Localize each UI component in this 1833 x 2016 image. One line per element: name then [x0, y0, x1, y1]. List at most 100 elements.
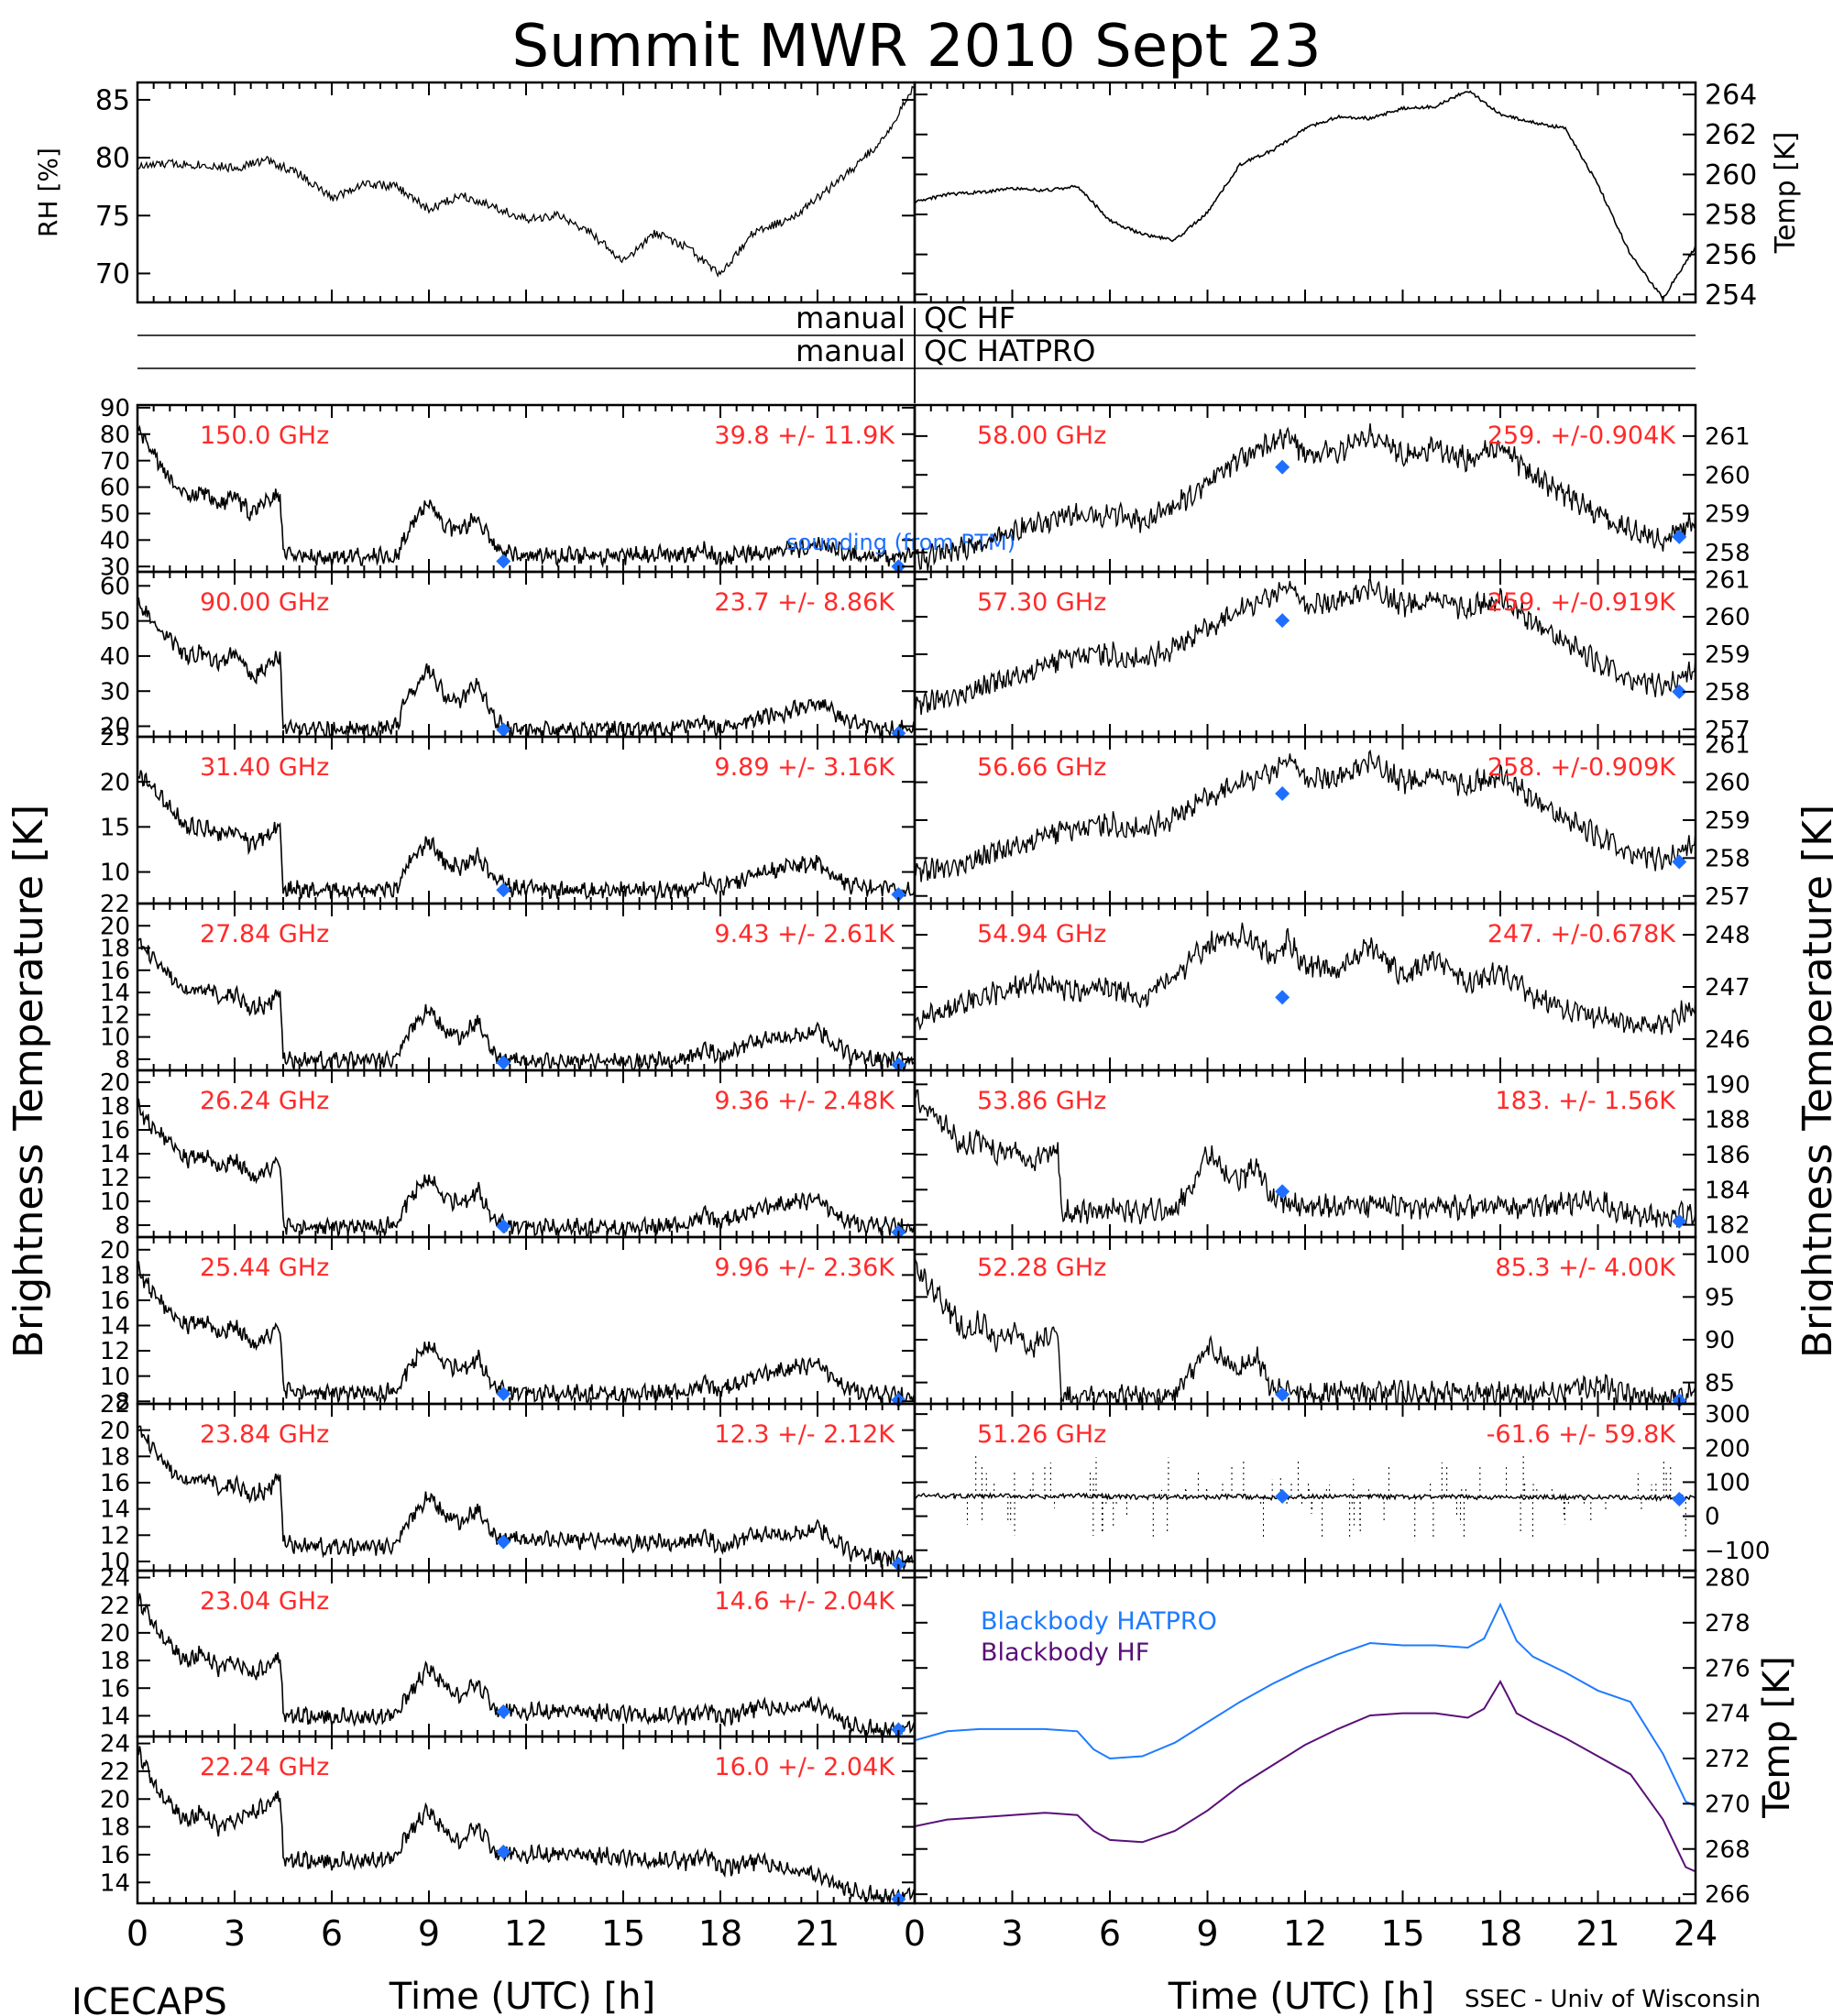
y-tick-label: 259 [1705, 501, 1751, 529]
y-tick-label: 266 [1705, 1881, 1751, 1909]
sounding-marker [496, 1219, 511, 1234]
y-tick-label: 20 [100, 1069, 130, 1097]
x-tick-label: 3 [224, 1913, 246, 1954]
trace-hp-56.66 [914, 749, 1696, 882]
panel-blackbody: 266 268 270 272 274 276 278 280 0 3 6 9 12 15 18 21 24 [904, 1565, 1751, 1954]
y-tick-label: 278 [1705, 1610, 1751, 1638]
frequency-label: 26.24 GHz [200, 1087, 329, 1115]
y-tick-label: 20 [100, 1786, 130, 1813]
y-tick-label: 14 [100, 980, 130, 1007]
x-tick-label: 0 [126, 1913, 148, 1954]
trace-hf-23.04 [137, 1593, 916, 1738]
right-ylabel: Brightness Temperature [K] [1795, 805, 1833, 1358]
y-tick-label: 14 [100, 1496, 130, 1524]
series-line-blackbody-1 [914, 1679, 1696, 1873]
sounding-marker [496, 1055, 511, 1070]
y-tick-label: 18 [100, 1262, 130, 1289]
y-tick-label: 8 [115, 1212, 130, 1240]
panel-hp-51.26: −100 0 100 200 300 51.26 GHz -61.6 +/- 59.8K [913, 1401, 1770, 1572]
x-tick-label: 12 [504, 1913, 548, 1954]
x-tick-label: 3 [1001, 1913, 1023, 1954]
x-tick-label: 6 [321, 1913, 343, 1954]
y-tick-label: 258 [1705, 679, 1751, 707]
y-tick-label: 8 [115, 1388, 130, 1416]
panel-hp-54.94: 246 247 248 54.94 GHz 247. +/-0.678K [913, 902, 1751, 1072]
sounding-marker [891, 887, 906, 903]
y-tick-label: 100 [1705, 1242, 1751, 1269]
frequency-label: 53.86 GHz [977, 1087, 1106, 1115]
rh-ylabel: RH [%] [33, 148, 63, 237]
y-tick-label: 268 [1705, 1836, 1751, 1864]
x-tick-label: 18 [1478, 1913, 1522, 1954]
x-tick-label: 18 [698, 1913, 742, 1954]
y-tick-label: 85 [1705, 1370, 1735, 1397]
y-tick-label: 18 [100, 1648, 130, 1675]
stats-label: 259. +/-0.904K [1487, 422, 1676, 450]
frequency-label: 52.28 GHz [977, 1254, 1106, 1282]
x-tick-label: 21 [1575, 1913, 1619, 1954]
y-tick-label: 247 [1705, 974, 1751, 1002]
y-tick-label: 25 [100, 724, 130, 751]
y-tick-label: 16 [100, 1470, 130, 1497]
sounding-marker [496, 1844, 511, 1859]
sounding-marker [1275, 1184, 1290, 1200]
panel-rh: 70 75 80 85 [95, 81, 916, 304]
y-tick-label: 24 [100, 1565, 130, 1593]
y-tick-label: 20 [100, 1418, 130, 1445]
right-xlabel: Time (UTC) [h] [1168, 1976, 1434, 2016]
y-tick-label: −100 [1705, 1538, 1770, 1565]
stats-label: 12.3 +/- 2.12K [714, 1420, 895, 1449]
y-tick-label: 258 [1705, 540, 1751, 567]
sounding-marker [1275, 1489, 1290, 1505]
sounding-marker [496, 722, 511, 738]
y-tick-label: 16 [100, 1675, 130, 1703]
panel-hf-31.4: 10 15 20 25 31.40 GHz 9.89 +/- 3.16K [100, 724, 916, 905]
y-tick-label: 10 [100, 1549, 130, 1576]
sounding-marker [1275, 786, 1290, 802]
y-tick-label: 274 [1705, 1701, 1751, 1728]
stats-label: 183. +/- 1.56K [1495, 1087, 1676, 1115]
stats-label: 16.0 +/- 2.04K [714, 1753, 895, 1781]
sounding-marker [891, 1722, 906, 1737]
stats-label: 9.36 +/- 2.48K [714, 1087, 895, 1115]
y-tick-label: 60 [100, 573, 130, 600]
y-tick-label: 10 [100, 1024, 130, 1052]
y-tick-label: 8 [115, 1046, 130, 1074]
y-tick-label: 60 [100, 475, 130, 502]
x-tick-label: 21 [796, 1913, 840, 1954]
stats-label: 39.8 +/- 11.9K [714, 422, 895, 450]
y-tick-label: 16 [100, 1842, 130, 1869]
y-tick-label: 100 [1705, 1470, 1751, 1497]
sounding-marker [1275, 613, 1290, 629]
y-tick-label: 10 [100, 1189, 130, 1216]
y-tick-label: 259 [1705, 807, 1751, 835]
y-tick-label: 0 [1705, 1504, 1720, 1531]
stats-label: 9.43 +/- 2.61K [714, 920, 895, 948]
temp-ylabel: Temp [K] [1770, 132, 1802, 255]
y-tick-label: 182 [1705, 1212, 1751, 1240]
y-tick-label: 184 [1705, 1177, 1751, 1204]
x-tick-label: 6 [1099, 1913, 1121, 1954]
y-tick-label: 14 [100, 1869, 130, 1897]
y-tick-label: 30 [100, 678, 130, 706]
y-tick-label: 190 [1705, 1071, 1751, 1099]
y-tick-label: 80 [100, 422, 130, 449]
y-tick-label: 18 [100, 1443, 130, 1471]
stats-label: 23.7 +/- 8.86K [714, 588, 895, 617]
y-tick-label: 248 [1705, 922, 1751, 949]
sounding-marker [1275, 459, 1290, 475]
left-ylabel: Brightness Temperature [K] [5, 805, 52, 1358]
frequency-label: 51.26 GHz [977, 1420, 1106, 1449]
y-tick-label: 16 [100, 958, 130, 985]
qc-hf-label-right: QC HF [924, 301, 1015, 335]
sounding-marker [496, 553, 511, 569]
y-tick-label: 12 [100, 1522, 130, 1550]
y-tick-label: 12 [100, 1338, 130, 1365]
frequency-label: 57.30 GHz [977, 588, 1106, 617]
y-tick-label: 272 [1705, 1746, 1751, 1773]
x-tick-label: 9 [1196, 1913, 1218, 1954]
y-tick-label: 20 [100, 769, 130, 796]
y-tick-label: 246 [1705, 1026, 1751, 1054]
y-tick-label: 50 [100, 608, 130, 636]
